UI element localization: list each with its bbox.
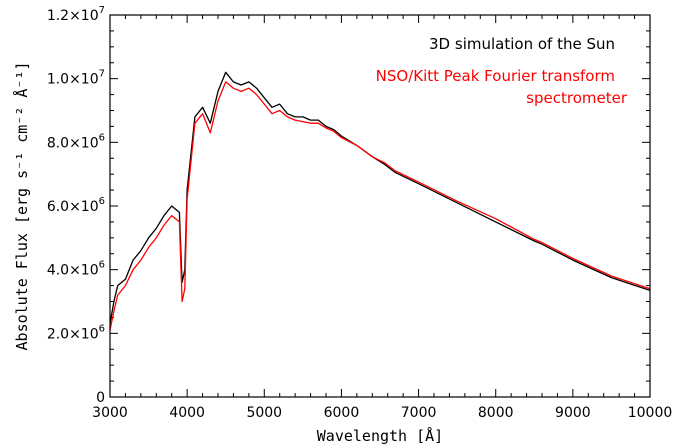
x-tick-label-7: 10000 bbox=[628, 405, 673, 421]
x-tick-label-0: 3000 bbox=[92, 405, 128, 421]
legend-entry-1-line-1: NSO/Kitt Peak Fourier transform bbox=[376, 67, 615, 85]
x-tick-label-2: 5000 bbox=[246, 405, 282, 421]
y-tick-label-2: 4.0×106 bbox=[47, 260, 105, 279]
x-tick-label-5: 8000 bbox=[478, 405, 514, 421]
y-tick-label-5: 1.0×107 bbox=[47, 69, 105, 88]
series-line-1 bbox=[109, 81, 651, 331]
plot-frame bbox=[109, 14, 651, 398]
x-tick-labels: 3000 4000 5000 6000 7000 8000 9000 10000 bbox=[92, 405, 672, 421]
x-tick-label-6: 9000 bbox=[555, 405, 591, 421]
x-tick-label-3: 6000 bbox=[324, 405, 360, 421]
series-line-0 bbox=[109, 71, 651, 324]
legend-entry-1-line-2: spectrometer bbox=[526, 89, 628, 107]
series-layer bbox=[109, 71, 651, 331]
y-tick-label-6: 1.2×107 bbox=[47, 5, 105, 24]
y-tick-label-3: 6.0×106 bbox=[47, 196, 105, 215]
y-axis-title: Absolute Flux [erg s⁻¹ cm⁻² Å⁻¹] bbox=[12, 62, 31, 351]
y-tick-label-4: 8.0×106 bbox=[47, 132, 105, 151]
y-tick-labels: 0 2.0×106 4.0×106 6.0×106 8.0×106 1.0×107 1.2×… bbox=[47, 5, 105, 406]
x-tick-label-4: 7000 bbox=[401, 405, 437, 421]
y-tick-label-1: 2.0×106 bbox=[47, 323, 105, 342]
legend-entry-0: 3D simulation of the Sun bbox=[429, 35, 615, 53]
y-tick-label-0: 0 bbox=[96, 390, 105, 406]
legend: 3D simulation of the Sun NSO/Kitt Peak F… bbox=[376, 35, 628, 107]
x-tick-label-1: 4000 bbox=[169, 405, 205, 421]
axis-ticks bbox=[109, 14, 651, 398]
x-axis-title: Wavelength [Å] bbox=[317, 426, 443, 445]
